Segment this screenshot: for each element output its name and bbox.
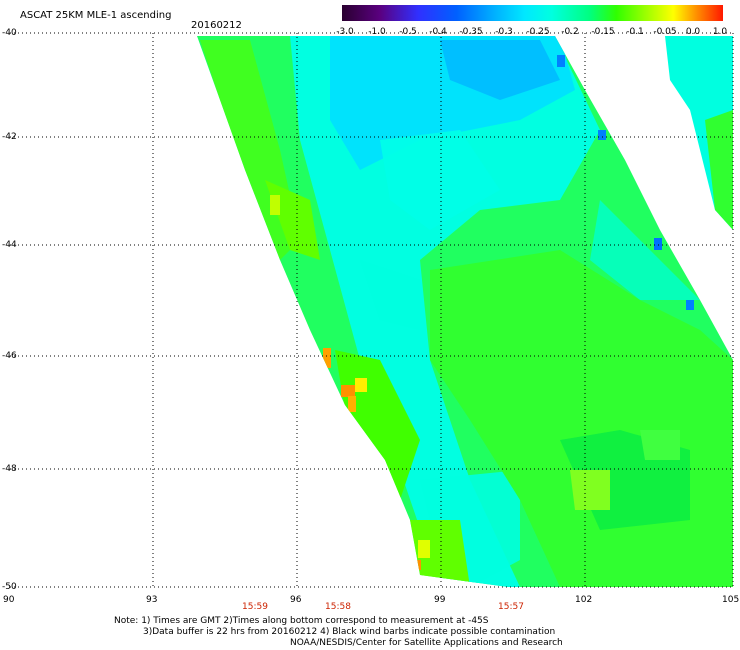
- lat-label: -44: [2, 240, 17, 250]
- colorbar-label: -0.05: [653, 27, 677, 37]
- colorbar-label: -0.25: [526, 27, 550, 37]
- footnote-line: Note: 1) Times are GMT 2)Times along bot…: [114, 616, 489, 626]
- footnote-line: 3)Data buffer is 22 hrs from 20160212 4)…: [143, 627, 556, 637]
- lon-label: 102: [575, 595, 593, 605]
- graticule: [10, 32, 734, 588]
- lat-label: -50: [2, 582, 17, 592]
- footnotes: Note: 1) Times are GMT 2)Times along bot…: [114, 616, 563, 649]
- lon-label: 90: [3, 595, 15, 605]
- colorbar-label: -3.0: [336, 27, 354, 37]
- colorbar-ramp: [342, 5, 723, 21]
- time-label: 15:59: [242, 602, 268, 612]
- colorbar-label: -0.5: [399, 27, 417, 37]
- lat-label: -46: [2, 351, 17, 361]
- colorbar-label: -0.35: [459, 27, 483, 37]
- swath-strip: [665, 36, 733, 230]
- lon-label: 105: [722, 595, 740, 605]
- colorbar-label: -0.15: [591, 27, 615, 37]
- colorbar-label: 1.0: [712, 27, 728, 37]
- lat-label: -42: [2, 132, 17, 142]
- colorbar-label: 0.0: [685, 27, 701, 37]
- lon-label: 99: [434, 595, 446, 605]
- lat-label: -48: [2, 464, 17, 474]
- colorbar-labels: -3.0 -1.0 -0.5 -0.4 -0.35 -0.3 -0.25 -0.…: [320, 27, 740, 39]
- time-label: 15:58: [325, 602, 351, 612]
- lon-label: 93: [146, 595, 158, 605]
- lat-label: -40: [2, 28, 17, 38]
- colorbar-label: -0.1: [626, 27, 644, 37]
- colorbar-label: -0.2: [561, 27, 579, 37]
- colorbar-label: -0.4: [429, 27, 447, 37]
- footnote-line: NOAA/NESDIS/Center for Satellite Applica…: [290, 638, 563, 648]
- colorbar: [342, 5, 723, 21]
- colorbar-label: -0.3: [495, 27, 513, 37]
- lon-label: 96: [290, 595, 302, 605]
- map-date: 20160212: [191, 20, 242, 31]
- map-title: ASCAT 25KM MLE-1 ascending: [20, 10, 172, 21]
- colorbar-label: -1.0: [368, 27, 386, 37]
- time-label: 15:57: [498, 602, 524, 612]
